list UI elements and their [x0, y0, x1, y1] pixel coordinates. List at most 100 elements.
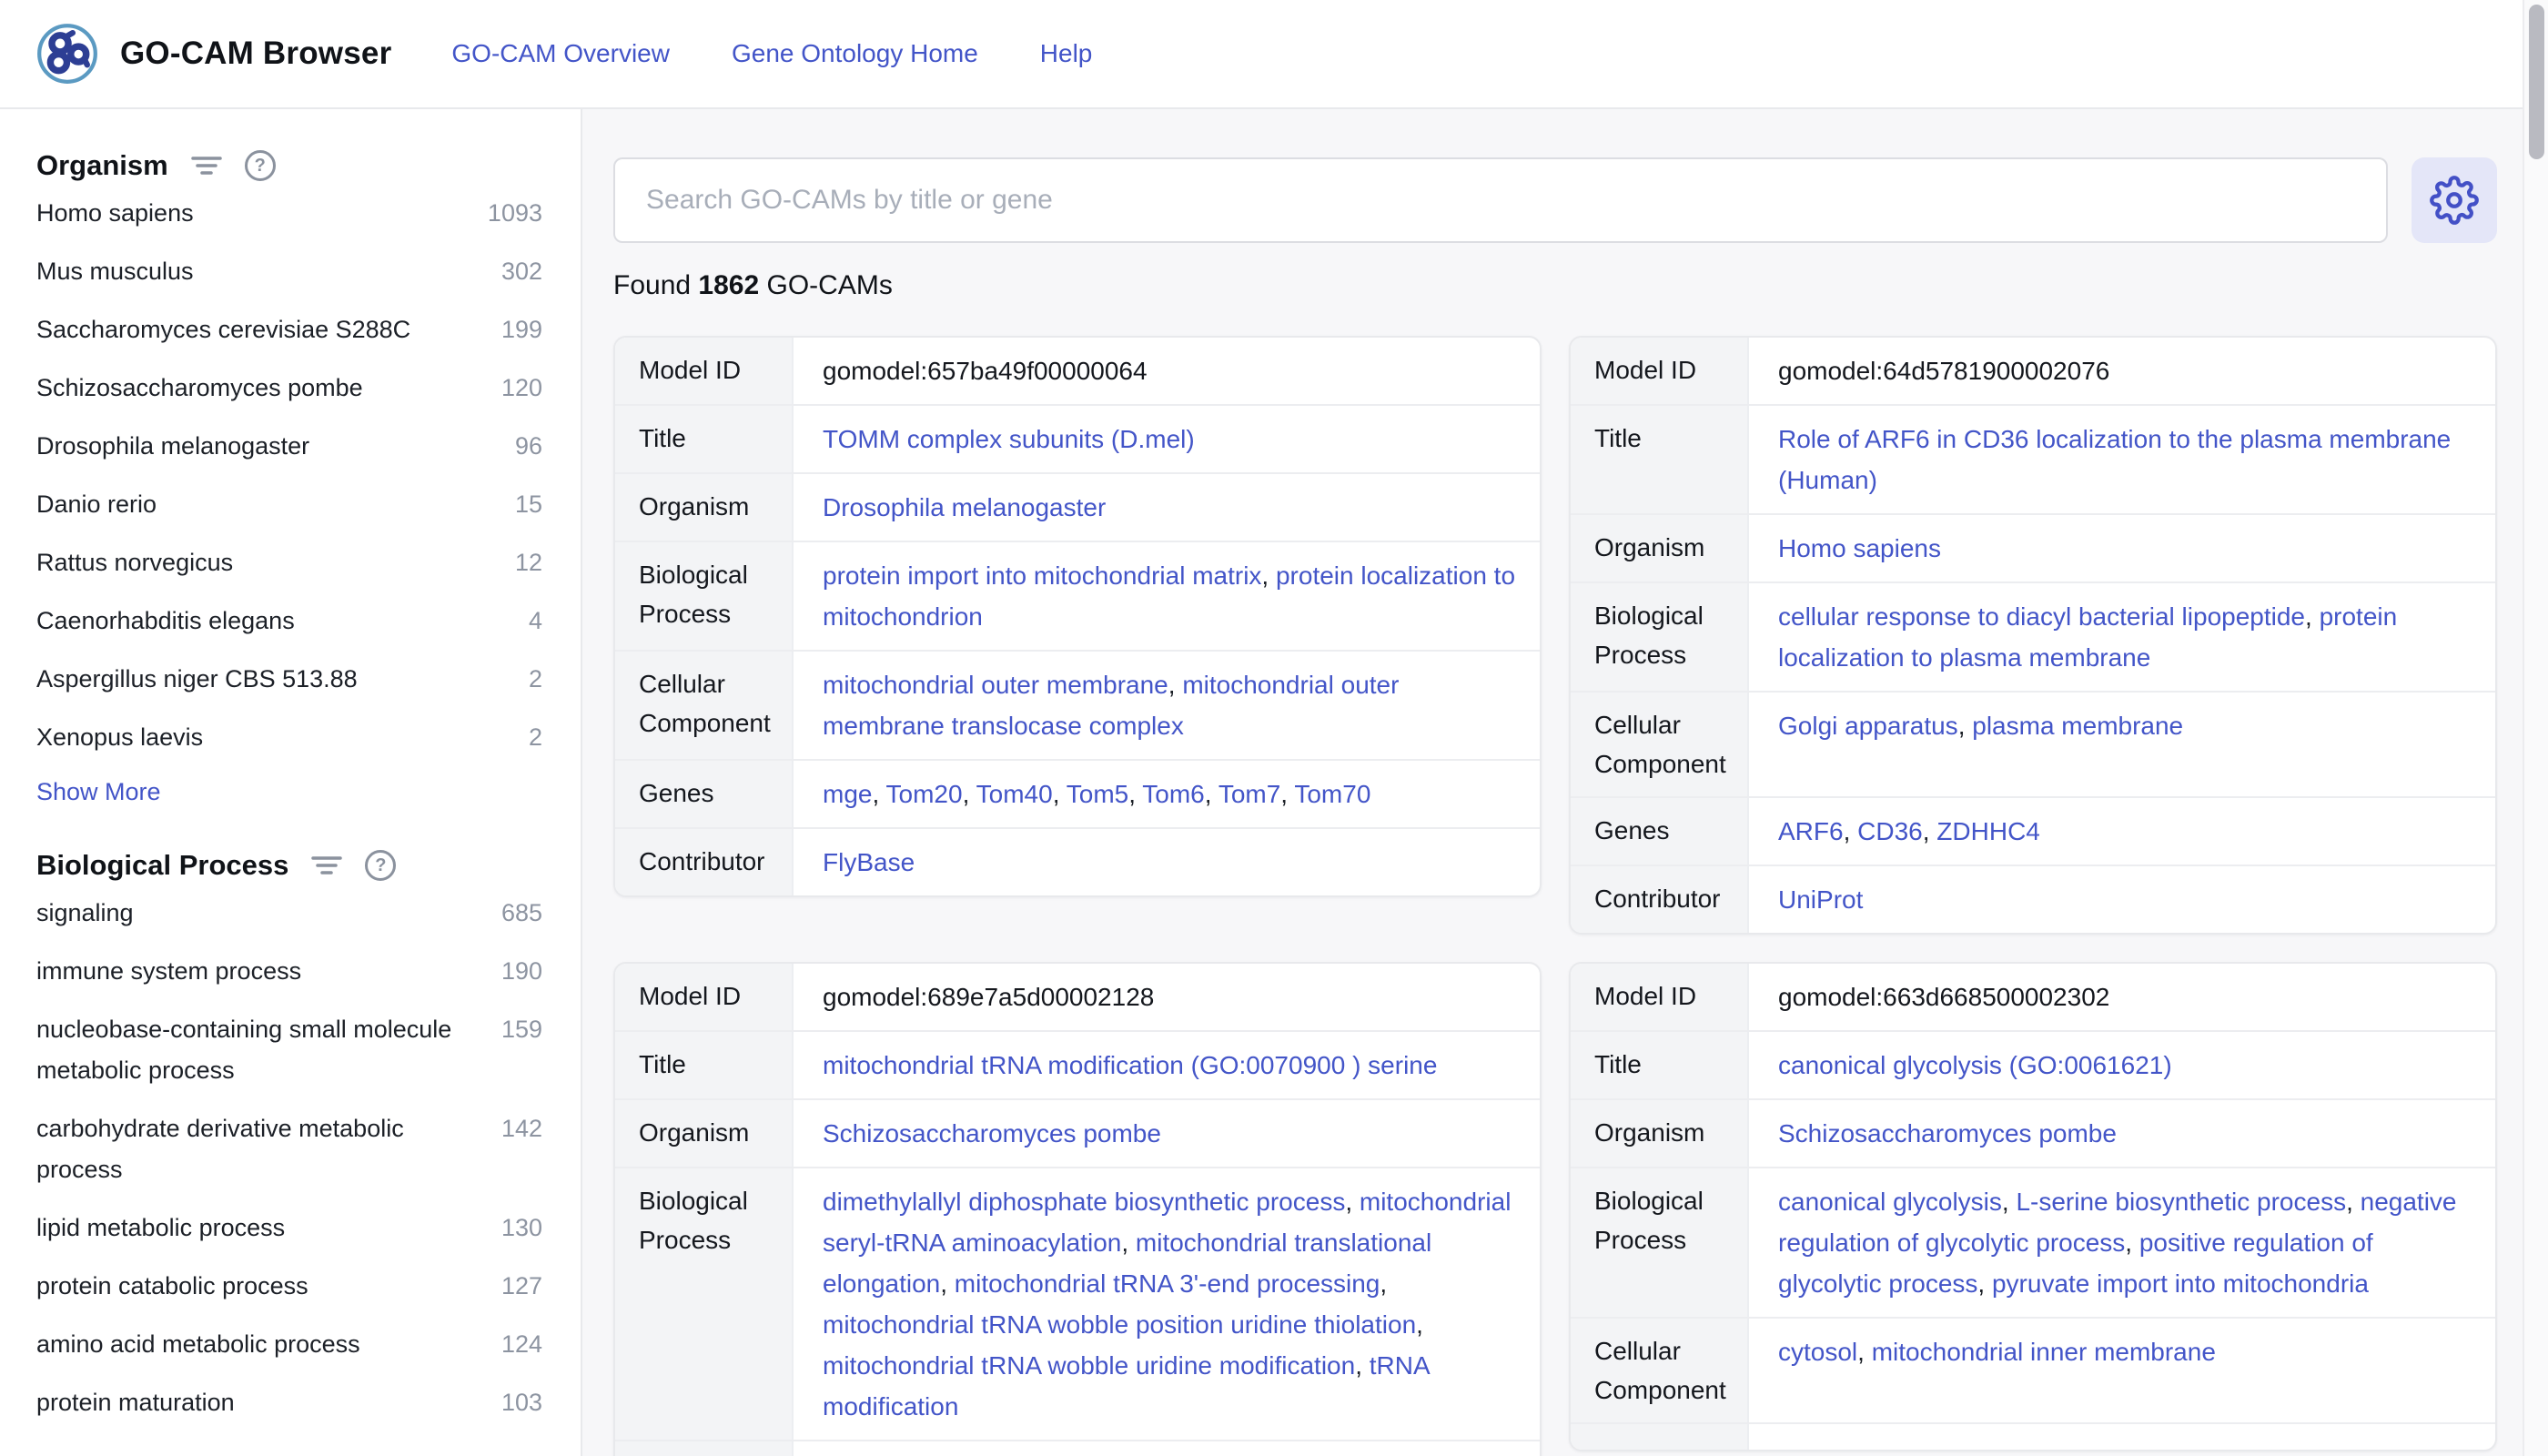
- facet-item-count: 12: [514, 548, 542, 576]
- facet-item-count: 1093: [487, 198, 542, 227]
- nav-link-gene-ontology-home[interactable]: Gene Ontology Home: [731, 39, 978, 67]
- term-link[interactable]: negative regulation of glycolytic proces…: [1778, 1188, 2457, 1257]
- card-row: Contributor FlyBase: [615, 827, 1540, 895]
- card-row: [1571, 1422, 2495, 1450]
- term-link[interactable]: mitochondrial tRNA wobble position uridi…: [823, 1310, 1417, 1339]
- brand[interactable]: GO-CAM Browser: [36, 23, 391, 85]
- term-link[interactable]: Tom20: [885, 780, 963, 808]
- facet-item[interactable]: amino acid metabolic process 124: [36, 1315, 542, 1373]
- field-label: Title: [615, 406, 794, 472]
- go-cam-logo-icon: [36, 23, 98, 85]
- field-label: Organism: [615, 474, 794, 541]
- card-row: Biological Process protein import into mi…: [615, 541, 1540, 650]
- facet-item[interactable]: Xenopus laevis 2: [36, 708, 542, 766]
- field-value: mitochondrial tRNA modification (GO:0070…: [794, 1032, 1540, 1098]
- term-link[interactable]: Golgi apparatus: [1778, 712, 1958, 740]
- nav-link-help[interactable]: Help: [1039, 39, 1093, 67]
- field-value: gomodel:657ba49f00000064: [794, 338, 1540, 404]
- term-link[interactable]: cytosol: [1778, 1338, 1858, 1366]
- term-link[interactable]: mge: [823, 780, 873, 808]
- term-link[interactable]: tRNA modification: [823, 1351, 1430, 1421]
- term-link[interactable]: TOMM complex subunits (D.mel): [823, 425, 1195, 453]
- scrollbar-thumb[interactable]: [2529, 5, 2544, 159]
- facet-item[interactable]: carbohydrate derivative metabolic proces…: [36, 1099, 542, 1198]
- term-link[interactable]: mitochondrial outer membrane: [823, 671, 1168, 699]
- term-link[interactable]: CD36: [1857, 817, 1923, 845]
- facet-item[interactable]: Caenorhabditis elegans 4: [36, 592, 542, 650]
- term-link[interactable]: Role of ARF6 in CD36 localization to the…: [1778, 425, 2452, 494]
- term-link[interactable]: protein localization to plasma membrane: [1778, 602, 2398, 672]
- facet-item[interactable]: Aspergillus niger CBS 513.88 2: [36, 650, 542, 708]
- term-link[interactable]: canonical glycolysis (GO:0061621): [1778, 1051, 2172, 1079]
- term-link[interactable]: plasma membrane: [1972, 712, 2184, 740]
- facet-item-count: 103: [500, 1388, 542, 1416]
- facet-item-name: signaling: [36, 898, 134, 926]
- nav-link-go-cam-overview[interactable]: GO-CAM Overview: [451, 39, 670, 67]
- facet-item[interactable]: Drosophila melanogaster 96: [36, 417, 542, 475]
- term-link[interactable]: Homo sapiens: [1778, 534, 1941, 562]
- facet-item[interactable]: Saccharomyces cerevisiae S288C 199: [36, 300, 542, 359]
- show-more-link[interactable]: Show More: [36, 778, 161, 805]
- term-link[interactable]: canonical glycolysis: [1778, 1188, 2002, 1216]
- link-separator: ,: [1957, 712, 1973, 740]
- facet-item[interactable]: signaling 685: [36, 884, 542, 942]
- term-link[interactable]: mitochondrial outer membrane translocase…: [823, 671, 1400, 740]
- facet-item-name: Schizosaccharomyces pombe: [36, 373, 363, 401]
- facet-item[interactable]: protein catabolic process 127: [36, 1257, 542, 1315]
- facet-item[interactable]: Mus musculus 302: [36, 242, 542, 300]
- facet-item[interactable]: Danio rerio 15: [36, 475, 542, 533]
- term-link[interactable]: ARF6: [1778, 817, 1844, 845]
- term-link[interactable]: Schizosaccharomyces pombe: [823, 1119, 1161, 1148]
- link-separator: ,: [1121, 1228, 1136, 1257]
- link-separator: ,: [1204, 780, 1218, 808]
- term-link[interactable]: mitochondrial seryl-tRNA aminoacylation: [823, 1188, 1512, 1257]
- term-link[interactable]: mitochondrial translational elongation: [823, 1228, 1432, 1298]
- field-label: Contributor: [615, 829, 794, 895]
- facet-item[interactable]: nucleobase-containing small molecule met…: [36, 1000, 542, 1099]
- results-count-value: 1862: [698, 270, 760, 300]
- term-link[interactable]: Tom5: [1066, 780, 1129, 808]
- filter-icon[interactable]: [190, 152, 223, 179]
- term-link[interactable]: Tom7: [1218, 780, 1281, 808]
- term-link[interactable]: pyruvate import into mitochondria: [1991, 1269, 2369, 1298]
- term-link[interactable]: ZDHHC4: [1936, 817, 2040, 845]
- term-link[interactable]: L-serine biosynthetic process: [2016, 1188, 2347, 1216]
- facet-item[interactable]: immune system process 190: [36, 942, 542, 1000]
- facet-item[interactable]: Schizosaccharomyces pombe 120: [36, 359, 542, 417]
- term-link[interactable]: UniProt: [1778, 885, 1864, 914]
- term-link[interactable]: mitochondrial tRNA 3'-end processing: [954, 1269, 1380, 1298]
- facet-item[interactable]: lipid metabolic process 130: [36, 1198, 542, 1257]
- field-value: FlyBase: [794, 829, 1540, 895]
- field-label: Genes: [1571, 798, 1749, 864]
- field-label: Cellular Component: [1571, 693, 1749, 796]
- term-link[interactable]: protein import into mitochondrial matrix: [823, 561, 1262, 590]
- term-link[interactable]: FlyBase: [823, 848, 915, 876]
- facet-item-name: Saccharomyces cerevisiae S288C: [36, 315, 411, 343]
- term-link[interactable]: protein localization to mitochondrion: [823, 561, 1516, 631]
- main-nav: GO-CAM Overview Gene Ontology Home Help: [451, 39, 1092, 68]
- card-row: Cellular Component: [615, 1440, 1540, 1456]
- term-link[interactable]: dimethylallyl diphosphate biosynthetic p…: [823, 1188, 1346, 1216]
- help-icon[interactable]: ?: [244, 150, 276, 181]
- term-link[interactable]: Drosophila melanogaster: [823, 493, 1107, 521]
- facet-item[interactable]: Rattus norvegicus 12: [36, 533, 542, 592]
- term-link[interactable]: mitochondrial tRNA modification (GO:0070…: [823, 1051, 1438, 1079]
- facet-item[interactable]: Homo sapiens 1093: [36, 184, 542, 242]
- term-link[interactable]: mitochondrial inner membrane: [1871, 1338, 2216, 1366]
- term-link[interactable]: Schizosaccharomyces pombe: [1778, 1119, 2117, 1148]
- filter-icon[interactable]: [310, 852, 343, 879]
- card-row: Title Role of ARF6 in CD36 localization t…: [1571, 404, 2495, 513]
- term-link[interactable]: Tom70: [1294, 780, 1371, 808]
- term-link[interactable]: Tom40: [976, 780, 1053, 808]
- term-link[interactable]: Tom6: [1142, 780, 1205, 808]
- term-link[interactable]: mitochondrial tRNA wobble uridine modifi…: [823, 1351, 1356, 1380]
- link-separator: ,: [2125, 1228, 2139, 1257]
- term-link[interactable]: positive regulation of glycolytic proces…: [1778, 1228, 2373, 1298]
- settings-button[interactable]: [2412, 157, 2497, 243]
- term-link[interactable]: cellular response to diacyl bacterial li…: [1778, 602, 2306, 631]
- facet-item[interactable]: protein maturation 103: [36, 1373, 542, 1431]
- facet-item-count: 127: [500, 1271, 542, 1299]
- help-icon[interactable]: ?: [365, 850, 397, 881]
- search-input[interactable]: [613, 157, 2388, 243]
- facet-item-count: 124: [500, 1330, 542, 1358]
